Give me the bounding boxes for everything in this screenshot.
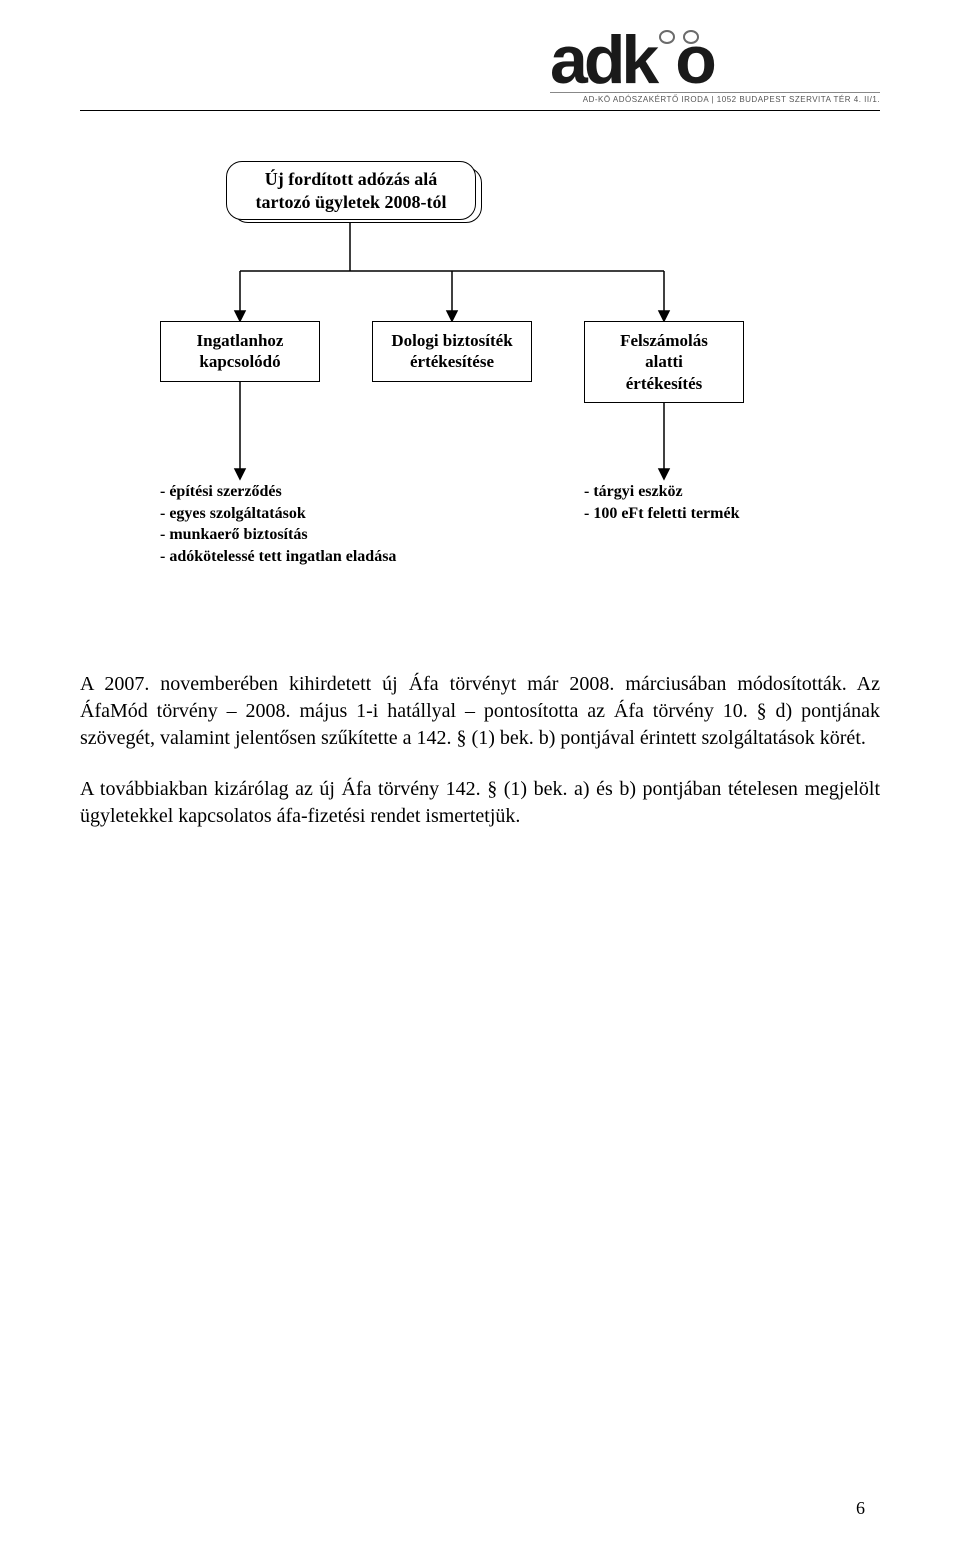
flowchart: Új fordított adózás alá tartozó ügyletek… bbox=[80, 161, 880, 581]
header-divider bbox=[80, 110, 880, 111]
leaf-1-item-1: - építési szerződés bbox=[160, 481, 420, 503]
logo-text: adk bbox=[550, 32, 655, 90]
child-1-line-2: kapcsolódó bbox=[199, 352, 280, 371]
page-number: 6 bbox=[856, 1498, 865, 1519]
logo-main: adk o bbox=[550, 30, 880, 90]
child-node-1: Ingatlanhoz kapcsolódó bbox=[160, 321, 320, 382]
logo-letter-o: o bbox=[675, 32, 713, 90]
page-header: adk o AD-KÖ ADÓSZAKÉRTŐ IRODA | 1052 BUD… bbox=[80, 30, 880, 104]
leaf-node-2: - tárgyi eszköz - 100 eFt feletti termék bbox=[584, 481, 804, 524]
body-paragraph-1: A 2007. novemberében kihirdetett új Áfa … bbox=[80, 671, 880, 752]
child-3-line-3: értékesítés bbox=[626, 374, 702, 393]
leaf-2-item-2: - 100 eFt feletti termék bbox=[584, 503, 804, 525]
child-1-line-1: Ingatlanhoz bbox=[197, 331, 284, 350]
leaf-1-item-4: - adókötelessé tett ingatlan eladása bbox=[160, 546, 420, 568]
child-2-line-1: Dologi biztosíték bbox=[391, 331, 512, 350]
child-node-3: Felszámolás alatti értékesítés bbox=[584, 321, 744, 403]
logo-block: adk o AD-KÖ ADÓSZAKÉRTŐ IRODA | 1052 BUD… bbox=[550, 30, 880, 104]
child-3-line-2: alatti bbox=[645, 352, 683, 371]
leaf-node-1: - építési szerződés - egyes szolgáltatás… bbox=[160, 481, 420, 567]
logo-dot-icon bbox=[659, 30, 675, 44]
leaf-1-item-2: - egyes szolgáltatások bbox=[160, 503, 420, 525]
body-paragraph-2: A továbbiakban kizárólag az új Áfa törvé… bbox=[80, 776, 880, 830]
leaf-1-item-3: - munkaerő biztosítás bbox=[160, 524, 420, 546]
leaf-2-item-1: - tárgyi eszköz bbox=[584, 481, 804, 503]
child-3-line-1: Felszámolás bbox=[620, 331, 708, 350]
child-node-2: Dologi biztosíték értékesítése bbox=[372, 321, 532, 382]
child-2-line-2: értékesítése bbox=[410, 352, 494, 371]
